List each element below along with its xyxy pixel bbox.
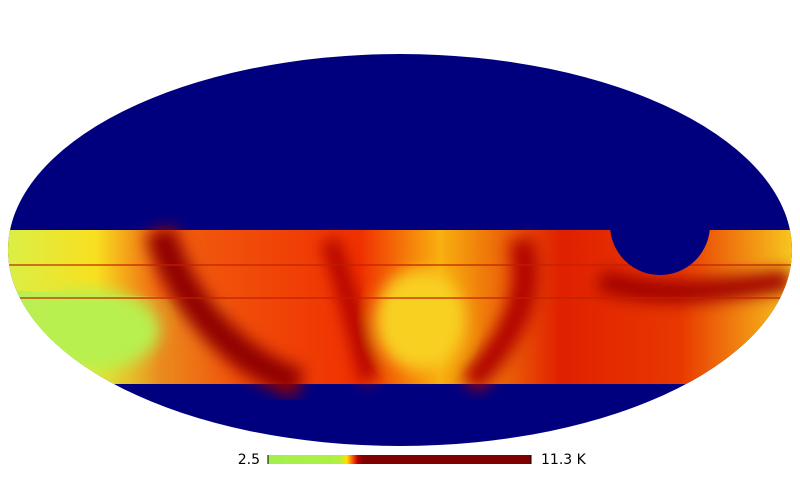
colorbar-max-label: 11.3 K	[541, 452, 587, 468]
emission-features	[20, 225, 792, 399]
masked-region	[610, 175, 710, 275]
colorbar-min-label: 2.5	[238, 452, 260, 468]
colorbar	[268, 455, 531, 464]
